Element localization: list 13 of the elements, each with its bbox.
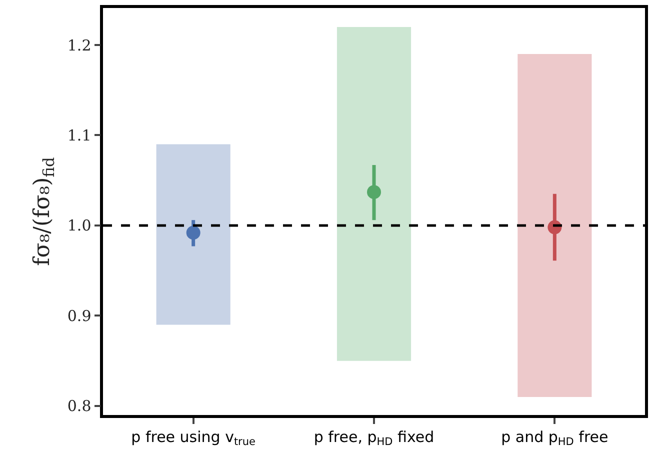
- y-tick-label: 0.8: [67, 397, 92, 416]
- bar: [336, 26, 412, 361]
- bar: [156, 144, 230, 325]
- x-tick-label: p and p$_{HD}$ free: [501, 428, 608, 448]
- y-tick-label: 1.2: [67, 36, 92, 54]
- y-tick-label: 1.0: [67, 216, 92, 235]
- y-tick-label: 0.9: [67, 306, 92, 325]
- x-tick-label: p free using v$_{true}$: [131, 428, 256, 448]
- x-tick-label: p free, p$_{HD}$ fixed: [314, 428, 434, 448]
- point: [367, 185, 381, 200]
- bar: [518, 54, 592, 397]
- point: [186, 226, 200, 240]
- y-tick-label: 1.1: [67, 126, 92, 144]
